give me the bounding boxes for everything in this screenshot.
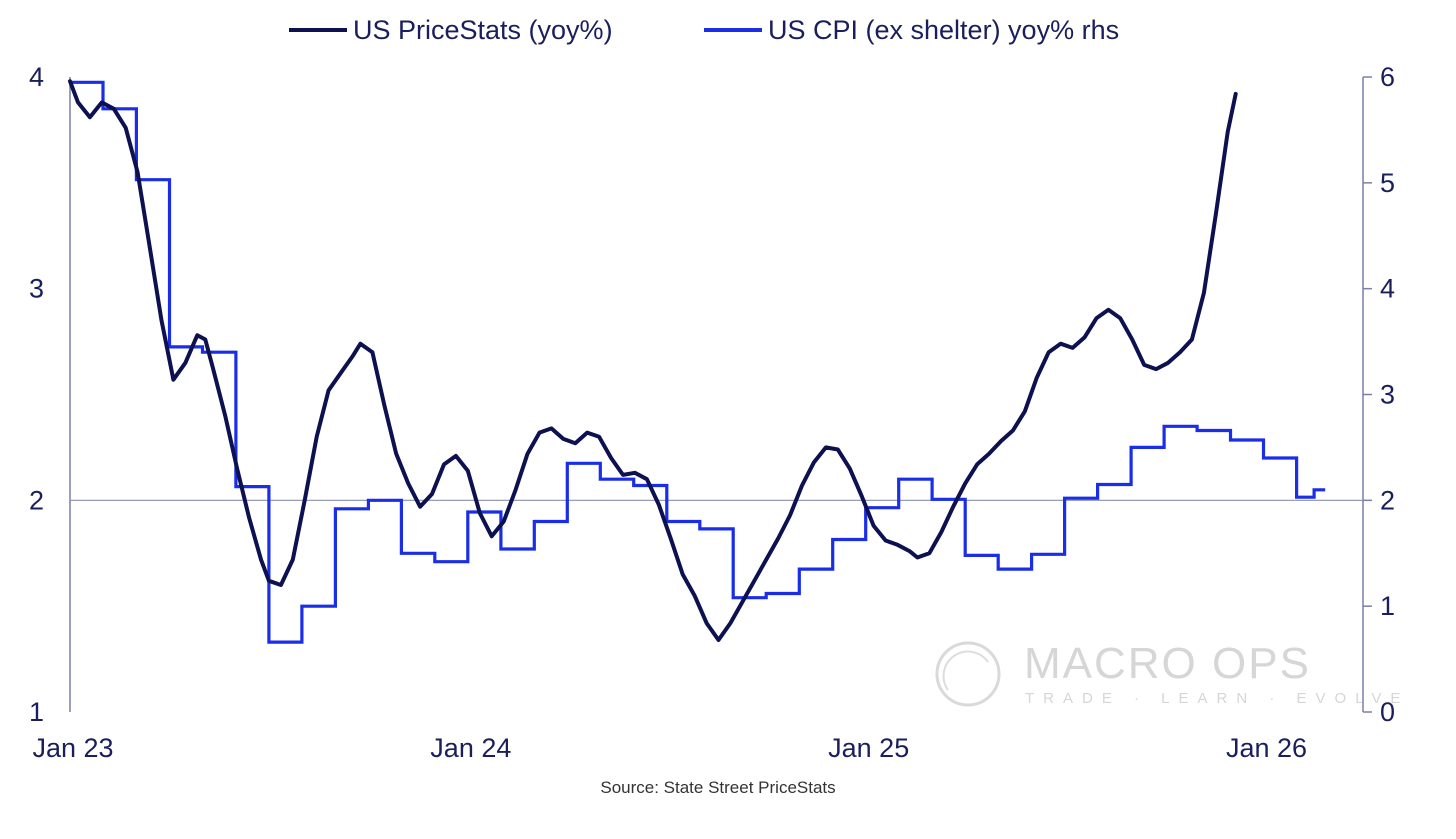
x-axis-ticks: Jan 23 Jan 24 Jan 25 Jan 26 (32, 733, 1307, 763)
x-tick-label: Jan 23 (32, 733, 113, 763)
right-tick-label: 6 (1380, 62, 1395, 92)
right-tick-label: 1 (1380, 591, 1395, 621)
legend: US PriceStats (yoy%) US CPI (ex shelter)… (289, 15, 1119, 45)
watermark-logo-icon (935, 641, 1001, 707)
right-tick-label: 0 (1380, 697, 1395, 727)
legend-label-pricestats: US PriceStats (yoy%) (353, 15, 613, 45)
right-tick-label: 3 (1380, 380, 1395, 410)
left-tick-label: 2 (29, 485, 44, 515)
watermark: MACRO OPS TRADE · LEARN · EVOLVE (935, 639, 1409, 707)
legend-label-cpi: US CPI (ex shelter) yoy% rhs (768, 15, 1119, 45)
right-tick-label: 2 (1380, 485, 1395, 515)
left-tick-label: 4 (29, 62, 44, 92)
watermark-title: MACRO OPS (1024, 639, 1311, 688)
source-note: Source: State Street PriceStats (600, 778, 835, 797)
series-line-cpi-ex-shelter (70, 80, 1326, 644)
right-tick-label: 5 (1380, 168, 1395, 198)
left-axis-ticks: 1 2 3 4 (29, 62, 44, 727)
right-axis-ticks: 0 1 2 3 4 5 6 (1363, 62, 1395, 727)
left-tick-label: 1 (29, 697, 44, 727)
x-tick-label: Jan 26 (1226, 733, 1307, 763)
watermark-subtitle: TRADE · LEARN · EVOLVE (1025, 690, 1409, 707)
series-line-pricestats (68, 79, 1238, 642)
left-tick-label: 3 (29, 274, 44, 304)
x-tick-label: Jan 24 (430, 733, 511, 763)
right-tick-label: 4 (1380, 274, 1395, 304)
x-tick-label: Jan 25 (828, 733, 909, 763)
watermark-logo-swirl (942, 650, 989, 691)
